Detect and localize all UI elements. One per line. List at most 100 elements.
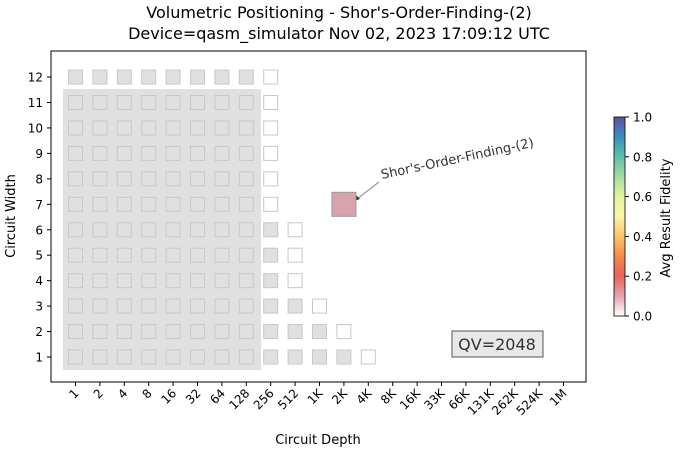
- background-cell: [68, 69, 83, 85]
- background-cell: [190, 222, 205, 238]
- x-tick-label: 1: [66, 386, 81, 401]
- x-tick-label: 131K: [465, 385, 497, 417]
- background-cell: [263, 145, 279, 161]
- background-cell: [190, 273, 205, 289]
- x-axis-label: Circuit Depth: [275, 433, 361, 448]
- background-cell: [68, 95, 83, 110]
- background-cell: [165, 298, 181, 314]
- background-cell: [190, 247, 205, 263]
- background-cell: [238, 69, 254, 85]
- background-cell: [116, 247, 132, 263]
- background-cell: [214, 349, 230, 365]
- background-cell: [116, 95, 132, 110]
- background-cell: [263, 222, 279, 238]
- background-cell: [287, 324, 303, 340]
- colorbar-tick-label: 0.8: [633, 150, 652, 164]
- background-cell: [116, 120, 132, 136]
- background-cell: [312, 324, 327, 340]
- background-cell: [141, 171, 157, 187]
- background-cell: [165, 95, 181, 110]
- background-cell: [116, 171, 132, 187]
- background-cell: [92, 247, 108, 263]
- background-cell: [165, 324, 181, 340]
- background-cell: [214, 171, 230, 187]
- background-cell: [263, 95, 279, 110]
- x-tick-label: 262K: [489, 385, 521, 417]
- background-cell: [238, 145, 254, 161]
- background-cell: [190, 145, 205, 161]
- x-tick-label: 128: [226, 386, 252, 412]
- background-cell: [68, 349, 83, 365]
- background-cell: [92, 95, 108, 110]
- background-cell: [165, 120, 181, 136]
- background-cell: [214, 273, 230, 289]
- background-cell: [238, 349, 254, 365]
- background-cell: [238, 120, 254, 136]
- background-cell: [141, 247, 157, 263]
- background-cell: [263, 171, 279, 187]
- background-cell: [68, 196, 83, 212]
- x-tick-label: 32: [183, 386, 204, 407]
- background-cell: [214, 145, 230, 161]
- background-cell: [190, 171, 205, 187]
- background-cell: [116, 196, 132, 212]
- background-cell: [165, 69, 181, 85]
- background-cell: [263, 324, 279, 340]
- background-cell: [92, 171, 108, 187]
- y-tick-label: 2: [35, 325, 43, 339]
- colorbar-tick-label: 1.0: [633, 111, 652, 125]
- x-tick-label: 4K: [354, 385, 376, 407]
- background-cell: [287, 247, 303, 263]
- x-tick-label: 16K: [397, 385, 424, 412]
- background-cell: [190, 324, 205, 340]
- background-cell: [165, 171, 181, 187]
- qv-box: [451, 330, 544, 358]
- background-cell: [214, 222, 230, 238]
- background-cell: [116, 324, 132, 340]
- x-tick-label: 524K: [514, 385, 546, 417]
- x-tick-label: 16: [159, 386, 180, 407]
- background-cell: [336, 324, 352, 340]
- background-cell: [141, 273, 157, 289]
- y-tick-label: 9: [35, 147, 43, 161]
- background-cell: [141, 222, 157, 238]
- y-tick-label: 5: [35, 249, 43, 263]
- background-cell: [92, 120, 108, 136]
- y-tick-label: 8: [35, 172, 43, 186]
- background-cell: [287, 273, 303, 289]
- background-cell: [214, 69, 230, 85]
- annotation-arrow: [356, 181, 380, 200]
- colorbar-label: Avg Result Fidelity: [659, 158, 674, 277]
- background-cell: [190, 349, 205, 365]
- background-cell: [68, 247, 83, 263]
- background-cell: [165, 145, 181, 161]
- background-cell: [141, 69, 157, 85]
- colorbar-tick-label: 0.2: [633, 270, 652, 284]
- x-tick-label: 1K: [305, 385, 327, 407]
- background-cell: [263, 298, 279, 314]
- background-cell: [360, 349, 376, 365]
- background-cell: [92, 349, 108, 365]
- x-tick-label: 256: [251, 386, 277, 412]
- background-cell: [190, 298, 205, 314]
- background-cell: [68, 171, 83, 187]
- y-tick-label: 12: [28, 71, 43, 85]
- qv-label: QV=2048: [458, 335, 536, 354]
- background-cell: [92, 222, 108, 238]
- background-cell: [68, 222, 83, 238]
- y-tick-label: 1: [35, 351, 43, 365]
- background-cell: [68, 145, 83, 161]
- chart-title-line-2: Device=qasm_simulator Nov 02, 2023 17:09…: [128, 24, 550, 44]
- x-tick-label: 8K: [378, 385, 400, 407]
- background-cell: [263, 69, 279, 85]
- y-tick-label: 4: [35, 274, 43, 288]
- background-cell: [116, 273, 132, 289]
- background-cell: [263, 120, 279, 136]
- background-cell: [92, 273, 108, 289]
- background-cell: [263, 196, 279, 212]
- x-tick-label: 2: [91, 386, 106, 401]
- background-cell: [68, 324, 83, 340]
- background-cell: [287, 222, 303, 238]
- background-cell: [92, 196, 108, 212]
